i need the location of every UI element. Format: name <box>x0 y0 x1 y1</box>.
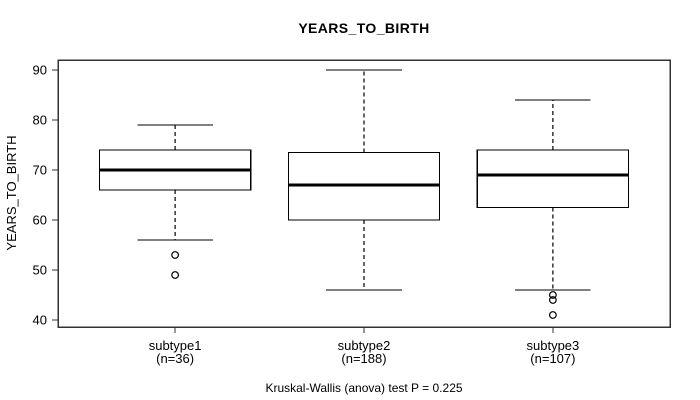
y-tick-label: 70 <box>33 163 47 178</box>
outlier-point-subtype3 <box>548 291 557 299</box>
category-count-subtype1: (n=36) <box>156 351 194 366</box>
y-tick-label: 40 <box>33 313 47 328</box>
outlier-point-subtype1 <box>171 271 180 279</box>
chart-title: YEARS_TO_BIRTH <box>298 20 429 36</box>
outlier-point-subtype3 <box>548 296 557 304</box>
y-tick-label: 90 <box>33 63 47 78</box>
category-label-subtype2: subtype2 <box>338 338 391 353</box>
outlier-point-subtype3 <box>548 311 557 319</box>
y-tick-label: 80 <box>33 113 47 128</box>
kruskal-wallis-footnote: Kruskal-Wallis (anova) test P = 0.225 <box>265 381 462 395</box>
outlier-point-subtype1 <box>171 251 180 259</box>
category-label-subtype3: subtype3 <box>527 338 580 353</box>
category-count-subtype3: (n=107) <box>530 351 575 366</box>
category-label-subtype1: subtype1 <box>149 338 202 353</box>
y-tick-label: 60 <box>33 213 47 228</box>
category-count-subtype2: (n=188) <box>341 351 386 366</box>
y-tick-label: 50 <box>33 263 47 278</box>
plot-content: 40 50 60 70 80 90 subtype1(n=36) subtype2(n=188… <box>33 63 630 366</box>
y-axis-title: YEARS_TO_BIRTH <box>4 135 19 250</box>
box-subtype3 <box>476 149 630 209</box>
